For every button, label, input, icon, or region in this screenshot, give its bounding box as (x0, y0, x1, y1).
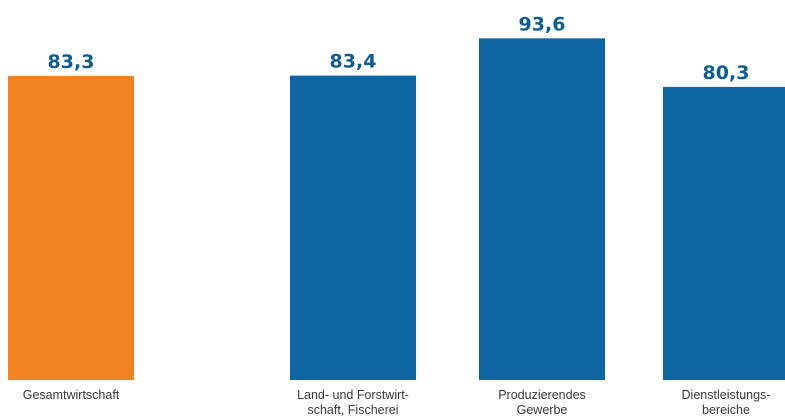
value-labels-group: 83,3 83,4 93,6 80,3 (48, 13, 750, 84)
bar-3 (479, 38, 605, 381)
value-label-1: 83,3 (48, 51, 95, 73)
category-label-2-line-2: schaft, Fischerei (307, 403, 398, 417)
bar-4 (663, 86, 785, 380)
value-label-4: 80,3 (703, 62, 750, 84)
bar-1 (8, 75, 134, 380)
bar-2 (290, 75, 416, 380)
category-labels-group: Gesamtwirtschaft Land- und Forstwirt-scha… (23, 388, 771, 417)
category-label-4-line-2: bereiche (702, 403, 750, 417)
value-label-2: 83,4 (330, 51, 377, 73)
category-label-1: Gesamtwirtschaft (23, 388, 120, 402)
category-label-2-line-1: Land- und Forstwirt- (297, 388, 409, 402)
value-label-3: 93,6 (519, 13, 566, 35)
category-label-3-line-1: Produzierendes (498, 388, 586, 402)
category-label-4-line-1: Dienstleistungs- (682, 388, 771, 402)
category-label-3-line-2: Gewerbe (517, 403, 568, 417)
bars-group (8, 38, 785, 381)
